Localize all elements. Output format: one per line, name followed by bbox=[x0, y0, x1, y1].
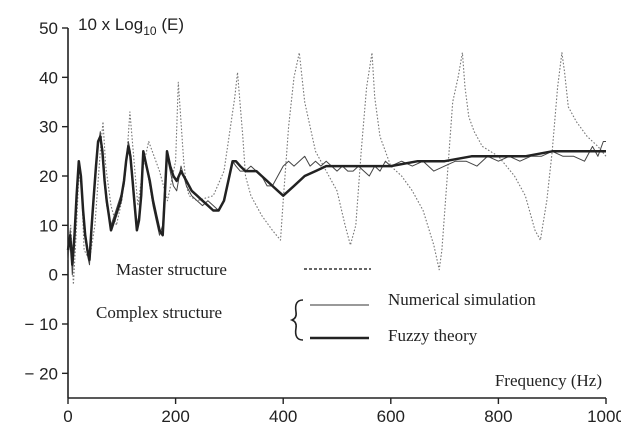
legend-complex-label: Complex structure bbox=[96, 303, 222, 322]
y-axis-title: 10 x Log10 (E) bbox=[78, 15, 184, 38]
x-tick-label: 0 bbox=[63, 407, 72, 426]
x-tick-label: 600 bbox=[377, 407, 405, 426]
series-line-numerical-simulation bbox=[67, 131, 606, 276]
series-line-master-structure bbox=[67, 52, 607, 286]
y-tick-label: 50 bbox=[39, 19, 58, 38]
y-tick-label: 10 bbox=[39, 216, 58, 235]
legend-numerical-label: Numerical simulation bbox=[388, 290, 536, 309]
x-tick-label: 200 bbox=[161, 407, 189, 426]
legend-fuzzy-label: Fuzzy theory bbox=[388, 326, 478, 345]
legend-brace bbox=[289, 299, 304, 341]
series-line-fuzzy-theory bbox=[66, 135, 606, 267]
axes: 50 40 30 20 10 0 − 10 − 20 0 200 400 600 800 1000 bbox=[24, 19, 621, 426]
y-tick-label: − 20 bbox=[24, 364, 58, 383]
y-tick-label: 30 bbox=[39, 118, 58, 137]
series-group bbox=[66, 52, 607, 286]
y-tick-label: 0 bbox=[49, 266, 58, 285]
y-tick-label: 20 bbox=[39, 167, 58, 186]
y-tick-label: − 10 bbox=[24, 315, 58, 334]
x-tick-label: 800 bbox=[484, 407, 512, 426]
x-tick-label: 1000 bbox=[587, 407, 621, 426]
legend: Master structure Complex structure Numer… bbox=[96, 260, 536, 345]
x-axis-title: Frequency (Hz) bbox=[495, 371, 602, 390]
y-tick-label: 40 bbox=[39, 68, 58, 87]
legend-master-label: Master structure bbox=[116, 260, 227, 279]
x-tick-label: 400 bbox=[269, 407, 297, 426]
